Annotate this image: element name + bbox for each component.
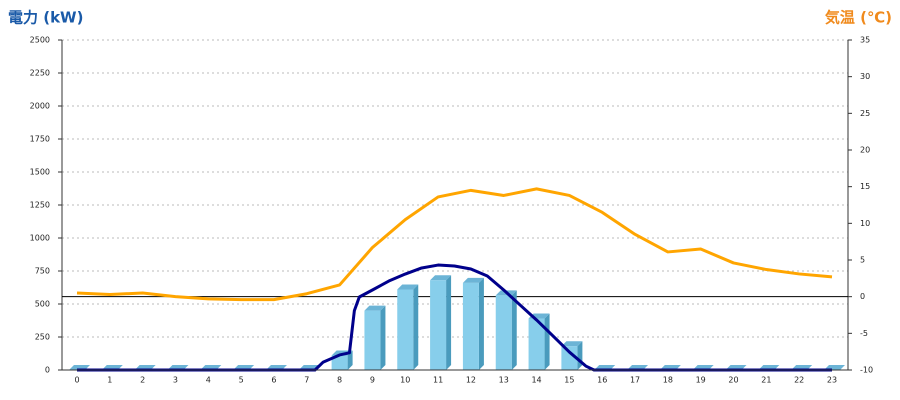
bar-front (462, 282, 479, 370)
bar-side (380, 305, 386, 370)
bar-side (446, 275, 452, 370)
x-tick-label: 3 (173, 376, 178, 385)
bar-side (577, 341, 583, 370)
bar (397, 284, 419, 370)
y-tick-label: 1750 (30, 135, 50, 144)
bar-top (430, 275, 452, 281)
bar-front (364, 310, 381, 370)
y2-tick-label: 0 (860, 292, 865, 301)
y-tick-label: 500 (35, 300, 50, 309)
x-tick-label: 16 (597, 376, 607, 385)
bar-front (561, 346, 578, 370)
y2-tick-label: 15 (860, 182, 870, 191)
bar-top (364, 305, 386, 311)
x-tick-label: 15 (564, 376, 574, 385)
x-tick-label: 22 (794, 376, 804, 385)
bar-front (430, 280, 447, 370)
y2-axis-title: 気温 (℃) (825, 9, 892, 27)
x-tick-label: 10 (400, 376, 410, 385)
y2-tick-label: 30 (860, 72, 870, 81)
x-tick-label: 19 (696, 376, 706, 385)
bar-side (413, 284, 419, 370)
bar-top (462, 277, 484, 283)
y-tick-label: 1250 (30, 201, 50, 210)
y2-tick-label: -5 (860, 329, 868, 338)
bar (495, 290, 517, 370)
x-tick-label: 0 (74, 376, 79, 385)
x-tick-label: 14 (531, 376, 541, 385)
bar-side (511, 290, 517, 370)
bar-side (478, 277, 484, 370)
y-tick-label: 0 (45, 366, 50, 375)
y2-tick-label: 20 (860, 146, 870, 155)
x-tick-label: 5 (239, 376, 244, 385)
x-tick-label: 17 (630, 376, 640, 385)
x-tick-label: 2 (140, 376, 145, 385)
x-tick-label: 21 (761, 376, 771, 385)
bar-top (397, 284, 419, 290)
y-tick-label: 2500 (30, 36, 50, 45)
y-tick-label: 1000 (30, 234, 50, 243)
y2-tick-label: -10 (860, 366, 873, 375)
bar-front (495, 295, 512, 370)
y-tick-label: 1500 (30, 168, 50, 177)
x-tick-label: 4 (206, 376, 211, 385)
x-tick-label: 6 (271, 376, 276, 385)
x-tick-label: 7 (304, 376, 309, 385)
x-tick-label: 13 (499, 376, 509, 385)
x-tick-label: 23 (827, 376, 837, 385)
y2-tick-label: 5 (860, 256, 865, 265)
bar-side (544, 313, 550, 370)
y2-tick-label: 35 (860, 36, 870, 45)
y2-tick-label: 25 (860, 109, 870, 118)
bar (430, 275, 452, 370)
x-tick-label: 12 (466, 376, 476, 385)
x-tick-label: 8 (337, 376, 342, 385)
bar (364, 305, 386, 370)
line (77, 263, 832, 372)
line (76, 187, 833, 302)
y-axis-title: 電力 (kW) (8, 9, 83, 27)
bar (462, 277, 484, 370)
y2-tick-label: 10 (860, 219, 870, 228)
bar-top (561, 341, 583, 347)
bar-front (331, 355, 348, 370)
x-tick-label: 18 (663, 376, 673, 385)
x-tick-label: 20 (728, 376, 738, 385)
x-tick-label: 11 (433, 376, 443, 385)
y-tick-label: 2000 (30, 102, 50, 111)
bar-front (528, 318, 545, 370)
y-tick-label: 750 (35, 267, 50, 276)
y-tick-label: 250 (35, 333, 50, 342)
y-tick-label: 2250 (30, 69, 50, 78)
bar-front (397, 289, 414, 370)
x-tick-label: 9 (370, 376, 375, 385)
bar-side (347, 350, 353, 370)
x-tick-label: 1 (107, 376, 112, 385)
